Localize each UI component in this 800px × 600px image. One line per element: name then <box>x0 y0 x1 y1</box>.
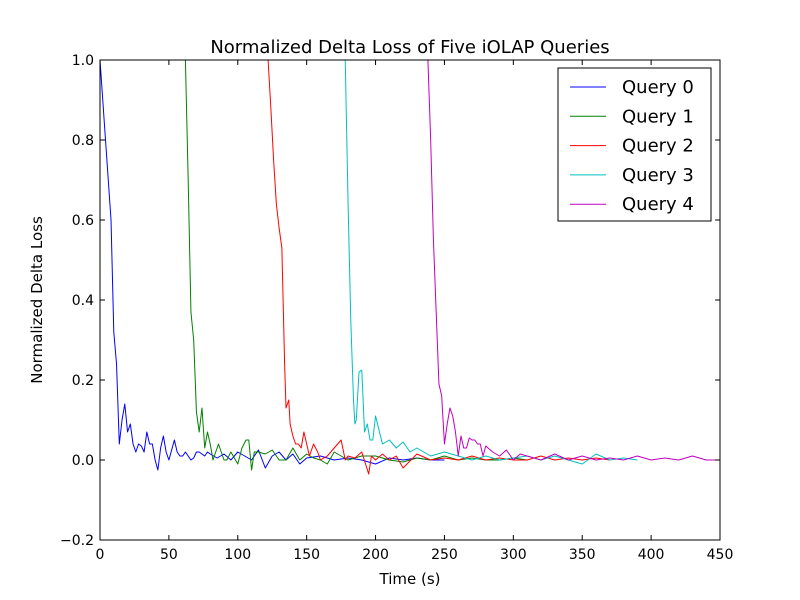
x-tick-label: 100 <box>224 547 251 563</box>
y-tick-label: 0.2 <box>72 373 94 389</box>
y-tick-label: −0.2 <box>60 533 94 549</box>
legend-label-query-0: Query 0 <box>622 77 694 98</box>
y-tick-label: 1.0 <box>72 53 94 69</box>
x-tick-label: 150 <box>293 547 320 563</box>
tick-layer: 0 50 100 150 200 250 300 350 400 450 −0.2 0.0 0.2 0.4… <box>60 53 733 563</box>
legend-label-query-2: Query 2 <box>622 136 694 157</box>
x-tick-label: 250 <box>431 547 458 563</box>
y-axis-label: Normalized Delta Loss <box>28 216 46 384</box>
y-tick-label: 0.4 <box>72 293 94 309</box>
legend-label-query-1: Query 1 <box>622 106 694 127</box>
legend-box <box>557 67 712 222</box>
y-tick-label: 0.0 <box>72 453 94 469</box>
x-tick-label: 350 <box>569 547 596 563</box>
x-tick-label: 450 <box>707 547 734 563</box>
legend: Query 0 Query 1 Query 2 Query 3 Query 4 <box>557 67 712 222</box>
series-line-query-3 <box>344 60 638 465</box>
legend-label-query-4: Query 4 <box>622 194 694 215</box>
series-line-query-2 <box>267 60 610 475</box>
series-line-query-4 <box>427 60 720 461</box>
series-line-query-0 <box>100 60 445 471</box>
x-tick-label: 200 <box>362 547 389 563</box>
series-layer <box>100 60 720 475</box>
x-axis-label: Time (s) <box>379 570 441 588</box>
x-tick-label: 400 <box>638 547 665 563</box>
x-tick-label: 0 <box>96 547 105 563</box>
plot-frame <box>99 59 721 541</box>
series-line-query-1 <box>184 60 528 471</box>
y-tick-label: 0.6 <box>72 213 94 229</box>
legend-label-query-3: Query 3 <box>622 165 694 186</box>
y-tick-label: 0.8 <box>72 133 94 149</box>
x-tick-label: 300 <box>500 547 527 563</box>
chart-title: Normalized Delta Loss of Five iOLAP Quer… <box>210 37 609 58</box>
x-tick-label: 50 <box>160 547 178 563</box>
